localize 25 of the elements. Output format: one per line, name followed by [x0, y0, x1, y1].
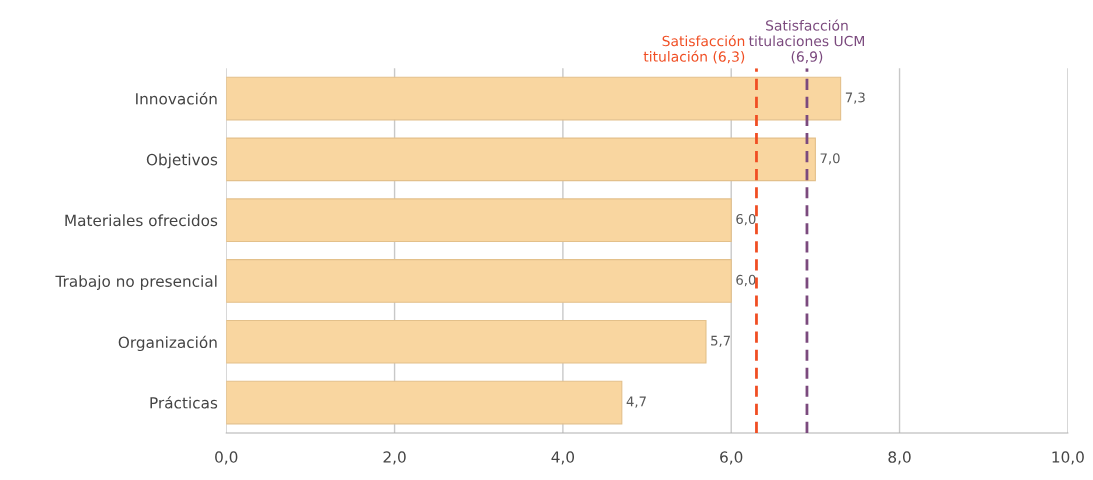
x-tick-label: 2,0	[383, 451, 406, 465]
y-tick-label: Prácticas	[150, 396, 218, 409]
x-tick-label: 0,0	[215, 451, 238, 465]
x-tick-label: 10,0	[1052, 451, 1084, 465]
bar	[226, 319, 707, 364]
x-tick-label: 4,0	[551, 451, 575, 465]
data-label: 7,3	[845, 92, 865, 104]
data-label: 5,7	[711, 335, 730, 347]
y-tick-label: Materiales ofrecidos	[65, 214, 218, 227]
bar	[226, 198, 732, 242]
ref-line-label: Satisfacción titulaciones UCM (6,9)	[748, 19, 864, 64]
bar	[226, 137, 816, 182]
data-label: 6,0	[736, 214, 756, 226]
x-tick-label: 8,0	[888, 451, 911, 465]
y-tick-label: Innovación	[136, 92, 217, 105]
y-tick-label: Organización	[118, 335, 217, 352]
data-label: 7,0	[820, 153, 840, 165]
data-label: 4,7	[626, 396, 646, 408]
y-tick-label: Objetivos	[146, 153, 218, 169]
bar	[226, 76, 842, 121]
bar	[226, 259, 732, 303]
y-tick-label: Trabajo no presencial	[55, 275, 217, 290]
x-tick-label: 6,0	[720, 451, 743, 465]
ref-line-label: Satisfacción titulación (6,3)	[643, 34, 745, 64]
bar	[226, 380, 623, 425]
